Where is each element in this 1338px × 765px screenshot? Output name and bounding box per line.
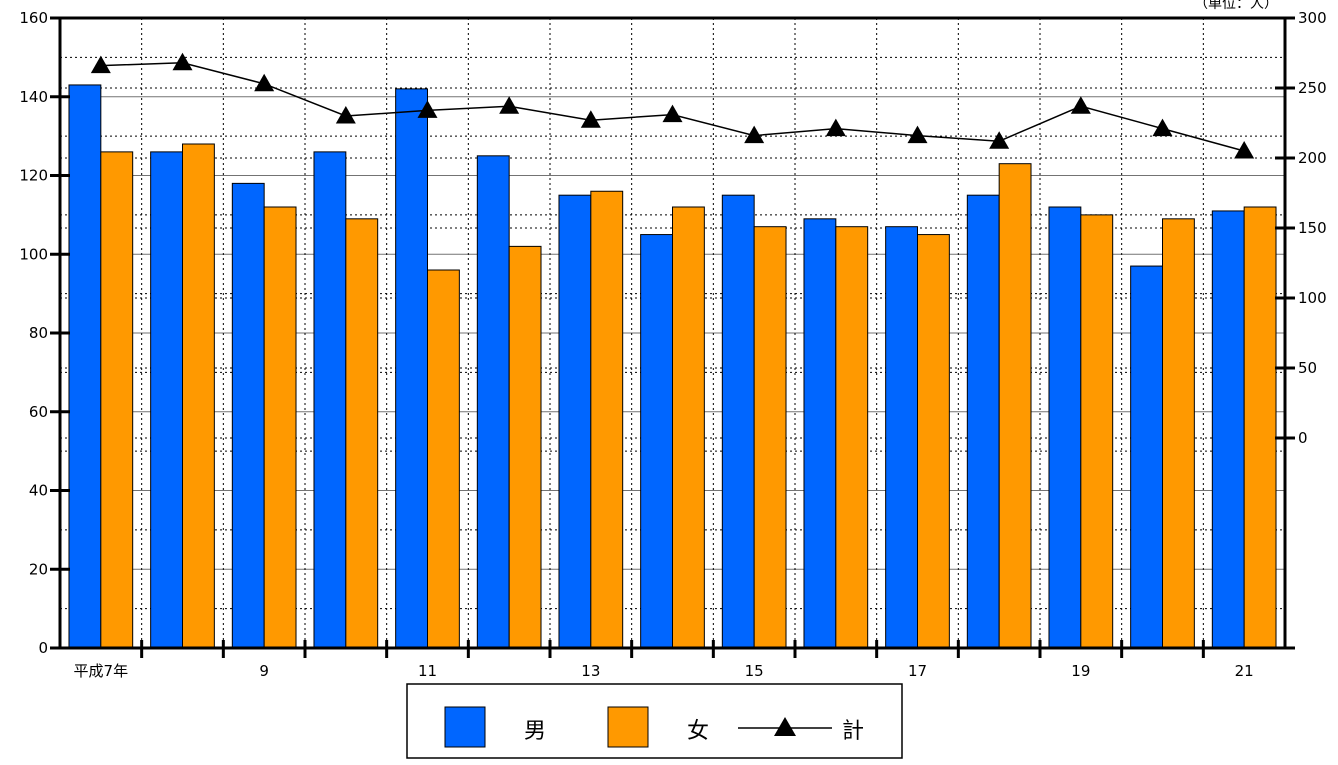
bar-male (966, 194, 1000, 649)
bar-male (1211, 210, 1245, 649)
bar-female (263, 206, 297, 649)
bar-male (1048, 206, 1082, 649)
x-tick-label: 17 (908, 662, 927, 680)
y-tick-label-right: 100 (1298, 289, 1327, 307)
marker-total (417, 100, 438, 118)
bar-female (508, 245, 542, 649)
marker-total (1234, 141, 1255, 159)
x-tick-label: 19 (1071, 662, 1090, 680)
y-tick-label-left: 100 (19, 245, 48, 263)
bar-male (558, 194, 592, 649)
y-tick-label-left: 20 (29, 560, 48, 578)
bar-female (182, 143, 215, 649)
bar-female (427, 269, 460, 649)
y-tick-label-left: 60 (29, 403, 48, 421)
y-tick-label-left: 80 (29, 324, 48, 342)
bar-male (803, 218, 837, 649)
legend-label-female: 女 (687, 719, 709, 744)
marker-total (499, 96, 520, 114)
y-tick-label-right: 200 (1298, 149, 1327, 167)
y-tick-label-left: 140 (19, 88, 48, 106)
marker-total (172, 52, 193, 71)
marker-total (989, 131, 1010, 149)
axis-layer: 0 20 40 60 80 100 120 140 160 0 50 100 150 200 250 300 平… (19, 9, 1326, 680)
x-tick-label: 平成7年 (74, 662, 129, 680)
bar-male (395, 88, 428, 649)
bar-male (1130, 265, 1164, 649)
y-tick-label-right: 300 (1298, 9, 1327, 27)
marker-total (744, 125, 765, 144)
marker-total (580, 110, 601, 128)
marker-total (1152, 118, 1173, 137)
unit-label: （単位：人） (1194, 0, 1278, 12)
marker-total (907, 125, 928, 144)
y-tick-label-left: 160 (19, 9, 48, 27)
y-tick-label-left: 120 (19, 167, 48, 185)
y-tick-label-right: 150 (1298, 219, 1327, 237)
bar-male (68, 84, 102, 649)
bar-female (345, 218, 379, 649)
marker-total (254, 73, 275, 92)
bar-female (1080, 214, 1114, 649)
legend-label-male: 男 (524, 719, 546, 744)
bar-female (1243, 206, 1277, 649)
legend-swatch-female (607, 706, 649, 748)
marker-total (90, 55, 111, 74)
bar-female (672, 206, 705, 649)
line-layer (90, 52, 1255, 159)
bar-female (100, 151, 134, 649)
bar-male (476, 155, 510, 649)
bar-female (590, 190, 624, 649)
marker-total (825, 118, 846, 137)
bar-male (885, 226, 919, 649)
legend-box (406, 683, 903, 759)
bar-male (150, 151, 183, 649)
y-tick-label-right: 0 (1298, 429, 1308, 447)
bar-male (231, 182, 265, 649)
bar-female (835, 226, 869, 649)
y-tick-label-left: 0 (38, 639, 48, 657)
bar-male (640, 234, 674, 649)
legend-swatch-male (444, 706, 486, 748)
bar-female (1162, 218, 1195, 649)
y-tick-label-right: 50 (1298, 359, 1317, 377)
marker-total (662, 104, 683, 123)
legend-label-total: 計 (842, 719, 864, 744)
x-tick-label: 9 (259, 662, 269, 680)
y-tick-label-left: 40 (29, 482, 48, 500)
legend: 男女計 (406, 683, 903, 759)
marker-total (335, 106, 356, 124)
bar-male (721, 194, 755, 649)
bar-female (917, 234, 950, 649)
bar-layer (68, 84, 1277, 649)
legend-marker-total (774, 717, 796, 736)
x-tick-label: 21 (1235, 662, 1254, 680)
marker-total (1070, 96, 1091, 114)
bar-female (753, 226, 787, 649)
bar-male (313, 151, 347, 649)
x-tick-label: 15 (745, 662, 764, 680)
bar-female (998, 163, 1032, 649)
x-tick-label: 11 (418, 662, 437, 680)
x-tick-label: 13 (581, 662, 600, 680)
y-tick-label-right: 250 (1298, 79, 1327, 97)
